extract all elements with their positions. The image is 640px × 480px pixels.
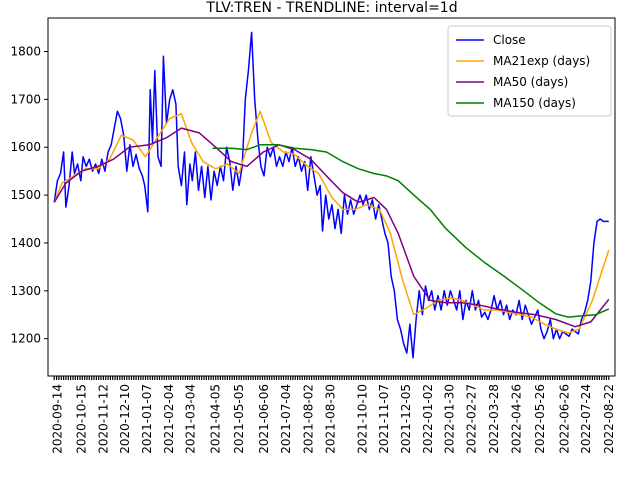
y-tick-label: 1600 [10, 140, 41, 154]
series-line-2 [53, 127, 610, 328]
x-tick-label: 2022-08-22 [602, 384, 616, 454]
x-tick-label: 2020-11-12 [96, 384, 110, 454]
series-line-0 [53, 31, 609, 359]
x-tick-label: 2021-11-07 [377, 384, 391, 454]
legend-box [447, 25, 612, 117]
legend-label-2: MA50 (days) [493, 75, 568, 89]
legend-label-3: MA150 (days) [493, 96, 576, 110]
x-tick-label: 2021-08-02 [302, 384, 316, 454]
y-tick-label: 1300 [10, 284, 41, 298]
x-tick-label: 2021-08-30 [323, 384, 337, 454]
legend-label-1: MA21exp (days) [493, 54, 590, 68]
series-line-3 [212, 144, 610, 318]
x-axis: 2020-09-14 2020-10-15 2020-11-12 2020-12-10… [50, 376, 616, 454]
legend-label-0: Close [493, 33, 526, 47]
x-tick-label: 2020-12-10 [118, 384, 132, 454]
x-tick-label: 2022-06-26 [557, 384, 571, 454]
x-tick-label: 2021-10-10 [355, 384, 369, 454]
legend: Close MA21exp (days) MA50 (days) MA150 (day… [447, 25, 612, 117]
x-tick-label: 2022-05-26 [533, 384, 547, 454]
x-tick-label: 2022-07-24 [579, 384, 593, 454]
y-tick-label: 1700 [10, 92, 41, 106]
x-tick-label: 2020-10-15 [75, 384, 89, 454]
series-layer [53, 31, 610, 359]
x-tick-label: 2022-01-30 [443, 384, 457, 454]
x-tick-label: 2022-01-02 [421, 384, 435, 454]
x-tick-label: 2022-04-26 [510, 384, 524, 454]
x-tick-label: 2021-02-04 [162, 384, 176, 454]
x-tick-label: 2021-12-05 [399, 384, 413, 454]
y-tick-label: 1400 [10, 236, 41, 250]
x-tick-label: 2020-09-14 [50, 384, 64, 454]
x-tick-label: 2022-03-28 [487, 384, 501, 454]
x-tick-label: 2022-02-27 [465, 384, 479, 454]
x-tick-label: 2021-05-05 [232, 384, 246, 454]
y-tick-label: 1800 [10, 45, 41, 59]
series-line-1 [53, 110, 610, 334]
x-tick-label: 2021-06-06 [257, 384, 271, 454]
y-axis: 1200 1300 1400 1500 1600 1700 1800 [10, 45, 48, 346]
chart-title: TLV:TREN - TRENDLINE: interval=1d [205, 0, 457, 16]
x-tick-label: 2021-01-07 [140, 384, 154, 454]
y-tick-label: 1200 [10, 332, 41, 346]
x-tick-label: 2021-04-05 [209, 384, 223, 454]
y-tick-label: 1500 [10, 188, 41, 202]
x-tick-label: 2021-07-04 [279, 384, 293, 454]
plot-frame [47, 17, 616, 377]
x-tick-label: 2021-03-04 [184, 384, 198, 454]
